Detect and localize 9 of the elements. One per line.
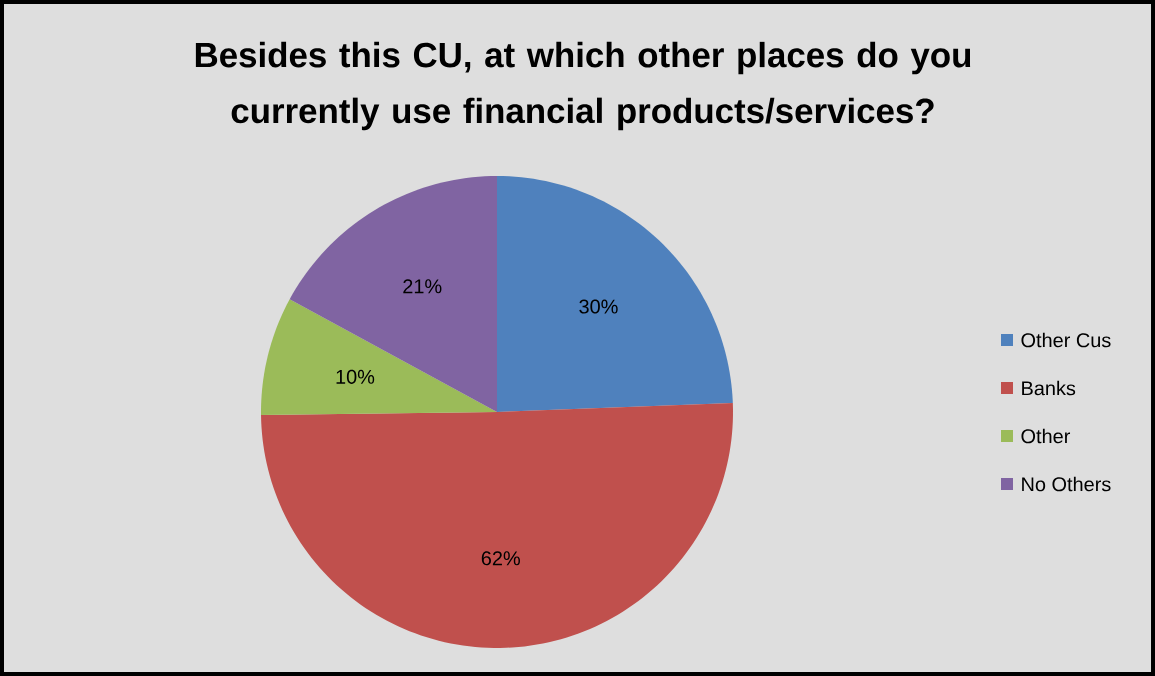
legend-label: Other <box>1021 428 1071 444</box>
data-label: 21% <box>403 279 442 294</box>
data-label: 10% <box>336 369 375 384</box>
chart-title: Besides this CU, at which other places do you currently use financial products/services? <box>195 41 971 131</box>
legend-label: Other Cus <box>1021 332 1111 348</box>
data-label: 62% <box>481 551 520 566</box>
legend-label: No Others <box>1022 476 1111 492</box>
data-label: 30% <box>579 299 618 314</box>
legend-label: Banks <box>1022 380 1076 396</box>
